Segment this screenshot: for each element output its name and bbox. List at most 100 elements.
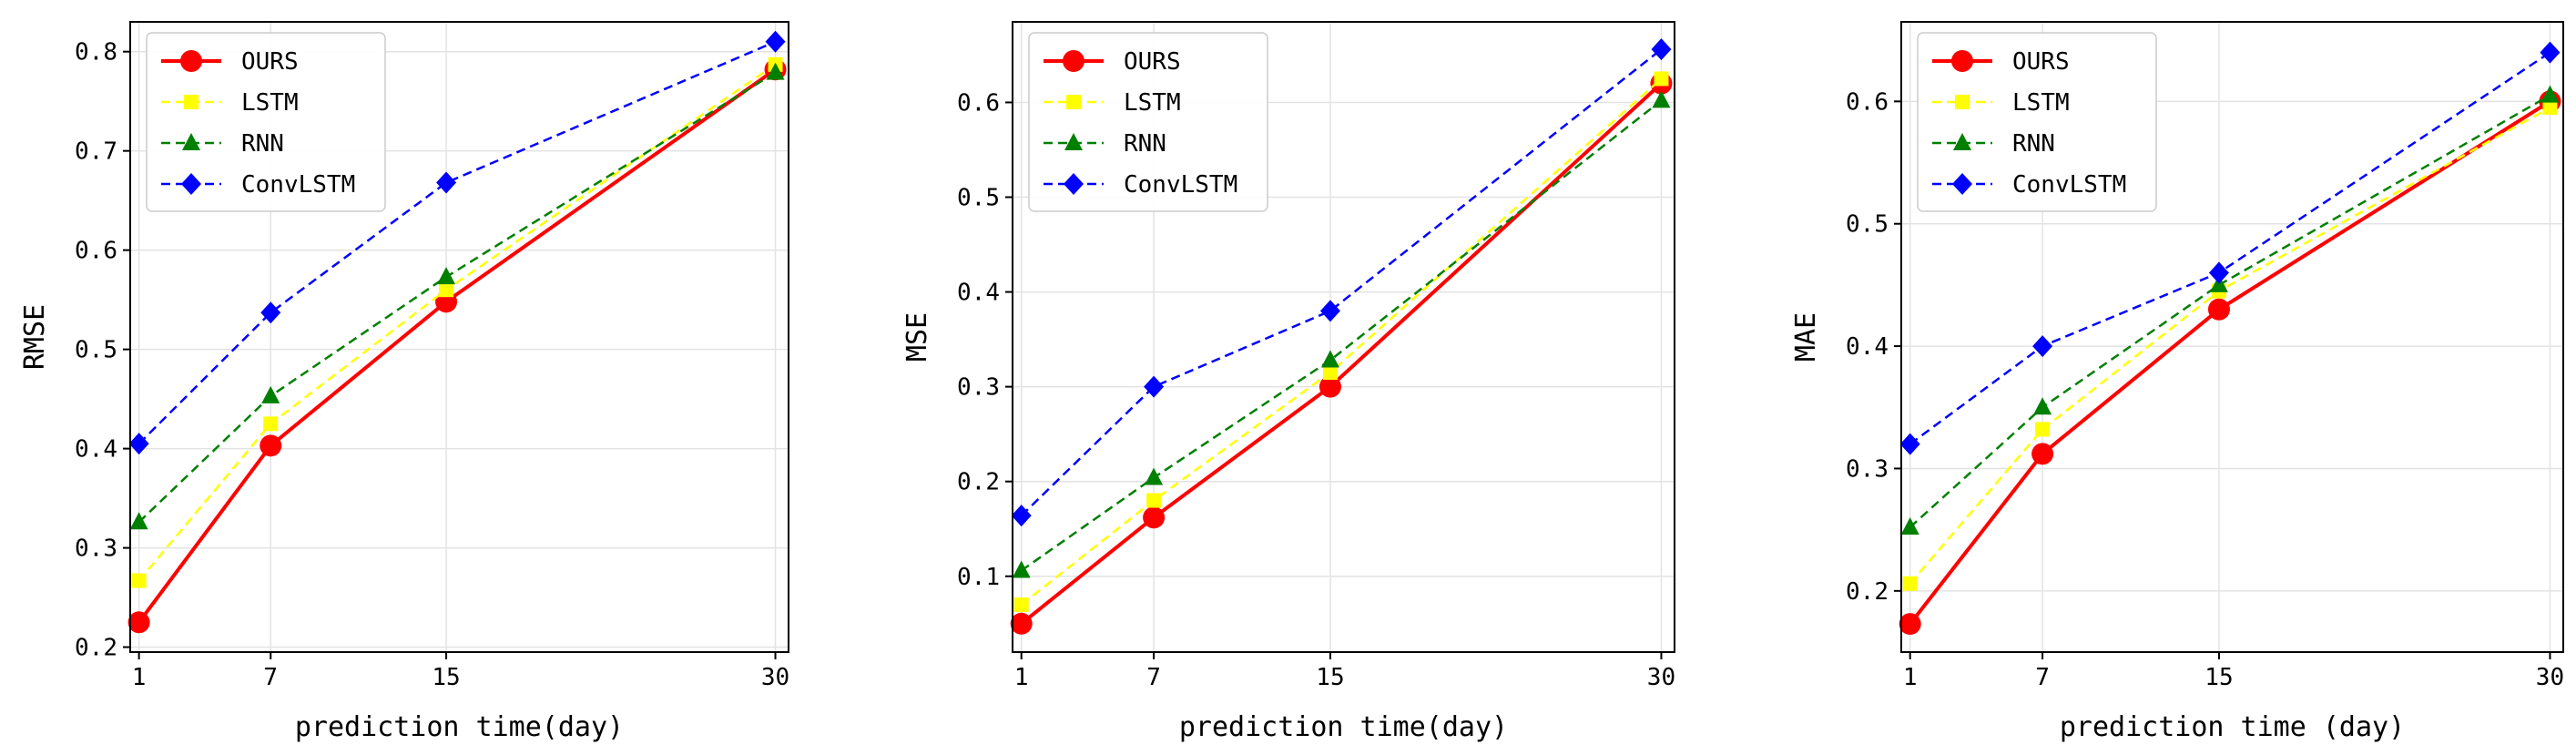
y-tick-label: 0.5 — [957, 185, 1000, 212]
legend-entry-convlstm: ConvLSTM — [1044, 171, 1237, 199]
x-tick-label: 30 — [761, 664, 789, 691]
legend-entry-lstm: LSTM — [161, 89, 299, 117]
y-axis-label: RMSE — [19, 304, 51, 370]
y-tick-label: 0.2 — [1846, 578, 1889, 606]
legend-label: LSTM — [1124, 89, 1181, 117]
data-point-convlstm — [2032, 335, 2053, 358]
data-point-ours — [1899, 613, 1921, 636]
legend-box — [1028, 32, 1268, 212]
data-point-rnn — [2033, 397, 2052, 415]
series-line-lstm — [1909, 106, 2551, 585]
data-point-rnn — [129, 512, 148, 530]
legend-box — [146, 32, 386, 212]
data-point-rnn — [2540, 85, 2560, 103]
x-axis-label: prediction time(day) — [1179, 711, 1508, 743]
legend-marker — [1953, 133, 1971, 150]
x-tick-label: 15 — [2204, 664, 2233, 691]
data-point-rnn — [1012, 560, 1031, 578]
series-rnn — [129, 62, 785, 530]
legend-entry-rnn: RNN — [161, 130, 284, 158]
x-tick-label: 30 — [1647, 664, 1675, 691]
legend-label: OURS — [2012, 48, 2070, 76]
data-point-rnn — [1652, 90, 1671, 108]
series-line-ours — [1020, 82, 1663, 626]
x-axis-label: prediction time (day) — [2060, 711, 2405, 743]
data-point-ours — [1010, 612, 1033, 635]
x-tick-label: 1 — [132, 664, 147, 691]
y-tick-label: 0.1 — [957, 564, 1000, 591]
data-point-lstm — [1013, 597, 1029, 612]
data-point-lstm — [131, 573, 147, 588]
legend-marker — [1955, 95, 1970, 109]
legend-entry-lstm: LSTM — [1932, 89, 2070, 117]
y-tick-label: 0.6 — [1846, 88, 1889, 116]
legend-label: RNN — [241, 130, 284, 158]
y-tick-label: 0.7 — [75, 138, 117, 166]
legend-entry-ours: OURS — [1044, 48, 1181, 76]
data-point-ours — [260, 434, 282, 457]
legend-label: RNN — [2012, 130, 2055, 158]
x-tick-label: 1 — [1903, 664, 1918, 691]
data-point-ours — [1319, 375, 1341, 398]
legend-marker — [184, 95, 199, 109]
y-tick-label: 0.5 — [75, 337, 117, 364]
y-tick-label: 0.4 — [957, 280, 1000, 307]
x-tick-label: 30 — [2536, 664, 2564, 691]
legend-marker — [1063, 50, 1084, 72]
x-tick-label: 7 — [263, 664, 278, 691]
legend-label: OURS — [1124, 48, 1181, 76]
data-point-convlstm — [1651, 38, 1672, 61]
x-tick-label: 7 — [2035, 664, 2050, 691]
series-line-ours — [137, 67, 777, 624]
data-point-lstm — [2542, 100, 2558, 116]
data-point-convlstm — [1144, 375, 1165, 398]
data-point-convlstm — [436, 171, 457, 194]
y-tick-label: 0.6 — [957, 89, 1000, 117]
data-point-convlstm — [2540, 41, 2561, 64]
data-point-ours — [1143, 506, 1166, 529]
legend: OURS LSTM RNN ConvLSTM — [1028, 32, 1268, 212]
series-line-rnn — [1909, 94, 2551, 528]
plot-frame — [1012, 21, 1675, 653]
x-tick-label: 1 — [1014, 664, 1029, 691]
chart-panel-2: 1 7 15 30 0.1 0.2 0.3 0.4 0.5 0.6 prediction time(… — [901, 21, 1675, 743]
data-point-convlstm — [1011, 505, 1032, 527]
data-point-convlstm — [1319, 300, 1340, 322]
data-point-rnn — [1145, 467, 1164, 485]
data-point-lstm — [439, 282, 454, 298]
legend-marker — [182, 133, 200, 150]
series-line-lstm — [1020, 77, 1663, 606]
data-point-lstm — [1654, 71, 1669, 87]
legend-entry-convlstm: ConvLSTM — [161, 171, 355, 199]
y-tick-label: 0.3 — [957, 374, 1000, 402]
legend-label: LSTM — [241, 89, 299, 117]
x-tick-label: 15 — [432, 664, 460, 691]
series-line-rnn — [137, 71, 777, 524]
legend: OURS LSTM RNN ConvLSTM — [1917, 32, 2157, 212]
legend-entry-ours: OURS — [1932, 48, 2070, 76]
data-point-rnn — [261, 385, 280, 403]
y-tick-label: 0.5 — [1846, 211, 1889, 239]
data-point-lstm — [263, 416, 279, 432]
plot-frame — [129, 21, 789, 653]
data-point-rnn — [1320, 350, 1339, 368]
x-tick-label: 15 — [1316, 664, 1344, 691]
legend-label: LSTM — [2012, 89, 2070, 117]
data-point-ours — [127, 611, 150, 634]
y-tick-label: 0.8 — [75, 39, 117, 66]
series-lstm — [1013, 71, 1669, 612]
series-convlstm — [1899, 41, 2561, 455]
plot-frame — [1900, 21, 2564, 653]
data-point-convlstm — [1899, 433, 1920, 455]
legend-marker — [1064, 173, 1084, 195]
legend-marker — [1951, 50, 1973, 72]
y-tick-label: 0.2 — [75, 635, 117, 662]
legend-marker — [1064, 133, 1083, 150]
y-tick-label: 0.2 — [957, 469, 1000, 496]
y-tick-label: 0.4 — [1846, 333, 1889, 361]
series-rnn — [1012, 90, 1671, 578]
data-point-convlstm — [2208, 261, 2229, 284]
data-point-lstm — [1902, 576, 1918, 591]
legend-marker — [1952, 173, 1972, 195]
